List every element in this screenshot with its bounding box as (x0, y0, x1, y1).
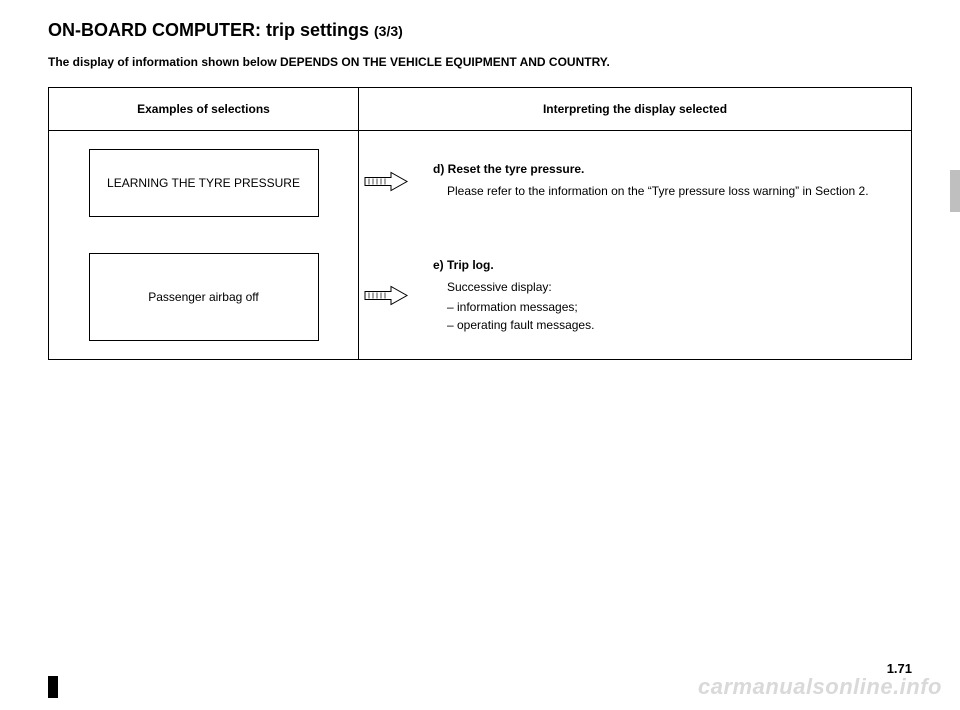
selection-cell: Passenger airbag off (49, 235, 359, 360)
header-right: Interpreting the display selected (359, 88, 912, 131)
description-block: e) Trip log. Successive display: – infor… (433, 258, 895, 332)
description-body: Please refer to the information on the “… (447, 182, 895, 200)
equipment-notice: The display of information shown below D… (48, 55, 912, 69)
section-tab (950, 170, 960, 212)
description-cell: e) Trip log. Successive display: – infor… (359, 235, 912, 360)
manual-page: ON-BOARD COMPUTER: trip settings (3/3) T… (0, 0, 960, 710)
arrow-icon (363, 172, 409, 195)
watermark: carmanualsonline.info (698, 674, 942, 700)
selection-box: Passenger airbag off (89, 253, 319, 341)
description-heading: e) Trip log. (433, 258, 895, 272)
description-body: Successive display: (447, 278, 895, 296)
list-item: – information messages; (447, 300, 895, 314)
description-heading: d) Reset the tyre pressure. (433, 162, 895, 176)
arrow-icon (363, 286, 409, 309)
description-block: d) Reset the tyre pressure. Please refer… (433, 162, 895, 200)
description-cell: d) Reset the tyre pressure. Please refer… (359, 131, 912, 236)
settings-table: Examples of selections Interpreting the … (48, 87, 912, 360)
selection-cell: LEARNING THE TYRE PRESSURE (49, 131, 359, 236)
table-row: LEARNING THE TYRE PRESSURE (49, 131, 912, 236)
table-row: Passenger airbag off (49, 235, 912, 360)
title-sub: (3/3) (374, 23, 403, 39)
description-list: – information messages; – operating faul… (447, 300, 895, 332)
page-title: ON-BOARD COMPUTER: trip settings (3/3) (48, 20, 912, 41)
table-header-row: Examples of selections Interpreting the … (49, 88, 912, 131)
footer-mark (48, 676, 58, 698)
title-main: ON-BOARD COMPUTER: trip settings (48, 20, 374, 40)
selection-box: LEARNING THE TYRE PRESSURE (89, 149, 319, 217)
header-left: Examples of selections (49, 88, 359, 131)
list-item: – operating fault messages. (447, 318, 895, 332)
